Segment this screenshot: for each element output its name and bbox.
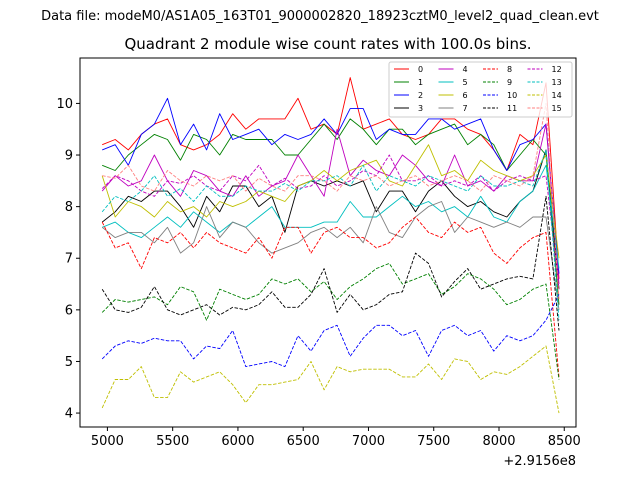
series-line-6 [101, 144, 560, 259]
x-offset-label: +2.9156e8 [503, 454, 576, 469]
legend-label-13: 13 [552, 78, 562, 87]
chart-suptitle: Data file: modeM0/AS1A05_163T01_90000028… [41, 9, 599, 24]
legend-label-8: 8 [507, 65, 512, 74]
series-layer [101, 77, 560, 414]
series-line-4 [101, 123, 560, 285]
legend-label-2: 2 [418, 91, 423, 100]
series-line-0 [102, 77, 560, 279]
series-line-12 [101, 154, 560, 290]
series-line-14 [101, 345, 560, 414]
series-line-13 [101, 149, 560, 321]
y-tick-label-9: 9 [65, 149, 73, 164]
legend-label-15: 15 [552, 104, 562, 113]
y-tick-label-8: 8 [65, 200, 73, 215]
x-tick-label-8000: 8000 [482, 434, 515, 449]
series-line-8 [101, 216, 560, 377]
x-tick-label-7500: 7500 [417, 434, 450, 449]
legend-label-7: 7 [463, 104, 468, 113]
y-tick-label-10: 10 [56, 97, 73, 112]
series-line-5 [102, 164, 560, 269]
y-tick-label-7: 7 [65, 252, 73, 267]
plot-frame [79, 57, 577, 428]
chart-title: Quadrant 2 module wise count rates with … [124, 35, 531, 53]
series-line-1 [102, 118, 560, 305]
legend-label-4: 4 [463, 65, 468, 74]
x-tick-label-5500: 5500 [156, 434, 189, 449]
legend-label-3: 3 [418, 104, 423, 113]
series-line-11 [101, 195, 560, 331]
series-line-9 [101, 262, 560, 380]
y-tick-label-5: 5 [65, 355, 73, 370]
series-line-15 [102, 102, 560, 300]
x-tick-label-6500: 6500 [287, 434, 320, 449]
x-tick-label-8500: 8500 [548, 434, 581, 449]
series-line-2 [102, 97, 560, 274]
y-tick-label-4: 4 [65, 407, 73, 422]
legend-label-0: 0 [418, 65, 423, 74]
legend-frame [388, 61, 573, 118]
legend-label-12: 12 [552, 65, 562, 74]
legend-label-10: 10 [507, 91, 517, 100]
y-tick-label-6: 6 [65, 303, 73, 318]
series-line-10 [101, 294, 560, 368]
series-line-3 [101, 149, 560, 290]
axis-layer: 5000 5500 6000 6500 7000 7500 8000 8500 4 5 6 7 8 9 10 [56, 97, 580, 449]
x-tick-label-7000: 7000 [352, 434, 385, 449]
x-tick-label-5000: 5000 [91, 434, 124, 449]
legend-label-1: 1 [418, 78, 423, 87]
legend-label-11: 11 [507, 104, 517, 113]
series-line-7 [101, 201, 560, 310]
legend-label-14: 14 [552, 91, 562, 100]
legend-label-5: 5 [463, 78, 468, 87]
legend-label-9: 9 [507, 78, 512, 87]
legend-label-6: 6 [463, 91, 468, 100]
x-tick-label-6000: 6000 [221, 434, 254, 449]
